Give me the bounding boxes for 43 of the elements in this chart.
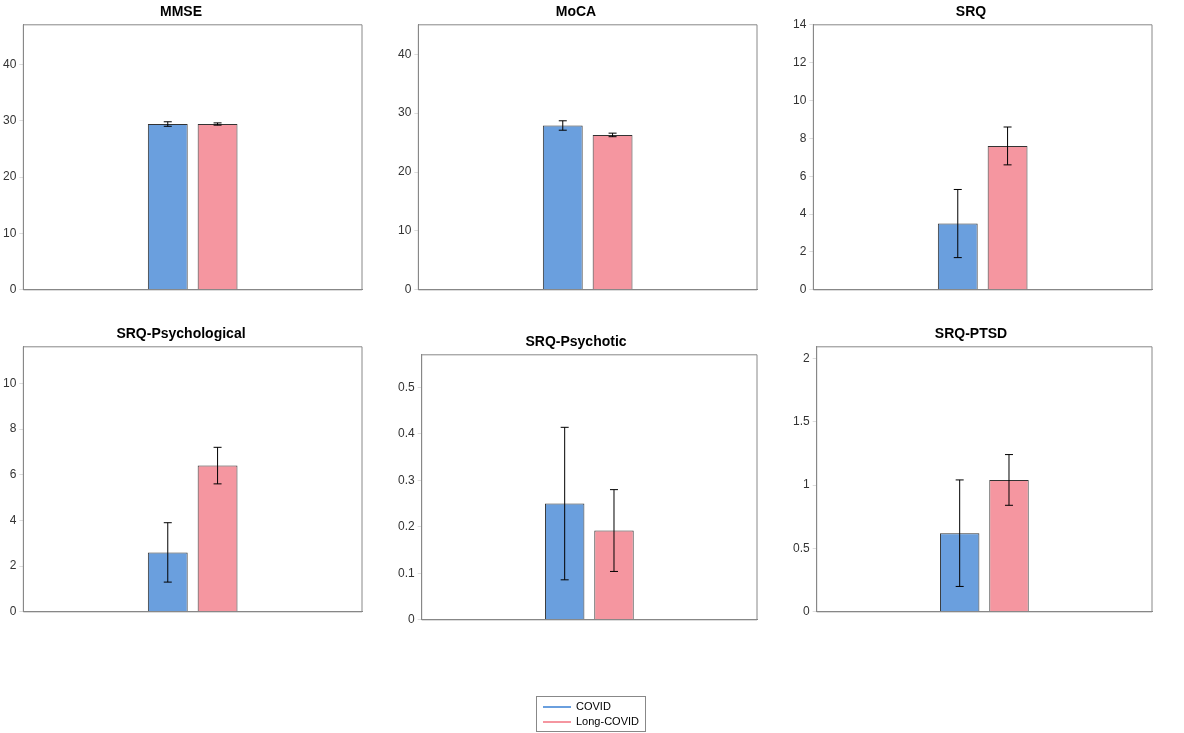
y-tick-label: 40: [2, 56, 17, 71]
chart-title: SRQ: [955, 3, 987, 20]
y-tick-label: 14: [792, 17, 807, 32]
y-tick-label: 6: [9, 467, 17, 482]
y-tick-label: 0.3: [397, 472, 415, 487]
y-tick-label: 0: [9, 282, 17, 297]
y-tick-label: 12: [792, 54, 807, 69]
y-tick-label: 0.1: [397, 565, 415, 580]
y-tick-label: 30: [2, 112, 17, 127]
y-tick-label: 20: [2, 169, 17, 184]
y-tick-label: 0.5: [792, 540, 810, 555]
legend-label: COVID: [576, 699, 611, 714]
chart-title: SRQ-Psychological: [116, 325, 246, 342]
y-tick-label: 2: [799, 244, 807, 259]
y-tick-label: 0.5: [397, 379, 415, 394]
y-tick-label: 2: [9, 558, 17, 573]
y-tick-label: 1: [802, 477, 810, 492]
y-tick-label: 2: [802, 350, 810, 365]
y-tick-label: 10: [792, 92, 807, 107]
chart-title: SRQ-PTSD: [934, 325, 1008, 342]
y-tick-label: 0: [799, 282, 807, 297]
y-tick-label: 40: [397, 46, 412, 61]
y-tick-label: 30: [397, 105, 412, 120]
y-tick-label: 8: [799, 130, 807, 145]
y-tick-label: 0.2: [397, 519, 415, 534]
y-tick-label: 4: [799, 206, 807, 221]
y-tick-label: 4: [9, 512, 17, 527]
y-tick-label: 1.5: [792, 413, 810, 428]
y-tick-label: 8: [9, 421, 17, 436]
y-tick-label: 0: [9, 604, 17, 619]
y-tick-label: 0: [802, 604, 810, 619]
y-tick-label: 0.4: [397, 426, 415, 441]
chart-title: MoCA: [555, 3, 597, 20]
y-tick-label: 10: [2, 375, 17, 390]
y-tick-label: 10: [2, 225, 17, 240]
y-tick-label: 0: [407, 612, 415, 627]
y-tick-label: 20: [397, 164, 412, 179]
chart-title: MMSE: [160, 3, 202, 20]
chart-title: SRQ-Psychotic: [525, 333, 627, 350]
y-tick-label: 6: [799, 168, 807, 183]
y-tick-label: 0: [404, 282, 412, 297]
y-tick-label: 10: [397, 223, 412, 238]
legend-label: Long-COVID: [576, 714, 639, 729]
